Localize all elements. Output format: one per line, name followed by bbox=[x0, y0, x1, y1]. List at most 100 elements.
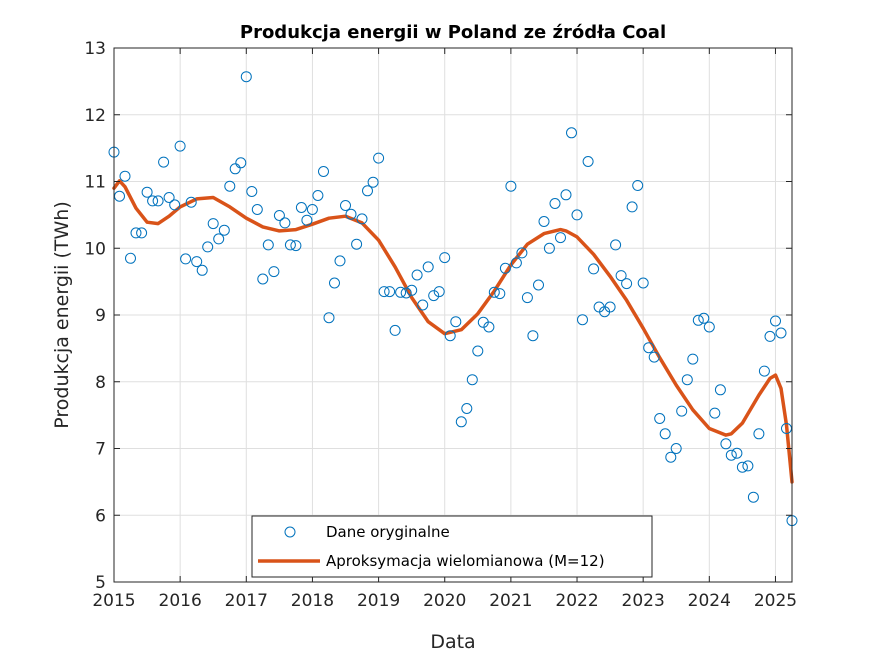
data-point bbox=[461, 403, 473, 414]
data-point bbox=[549, 198, 561, 209]
data-point bbox=[505, 180, 517, 192]
data-point bbox=[400, 287, 412, 299]
data-point bbox=[681, 374, 693, 386]
data-point bbox=[284, 239, 296, 251]
data-point bbox=[582, 156, 594, 167]
data-point bbox=[141, 186, 153, 198]
data-point bbox=[543, 242, 555, 254]
data-point bbox=[516, 247, 528, 259]
data-point bbox=[604, 301, 616, 313]
data-point bbox=[169, 199, 181, 211]
data-point bbox=[527, 330, 539, 342]
data-point bbox=[692, 314, 704, 326]
data-point bbox=[334, 255, 346, 267]
data-point bbox=[775, 327, 787, 339]
data-point bbox=[406, 284, 418, 296]
legend-label-original: Dane oryginalne bbox=[326, 523, 450, 541]
data-point bbox=[659, 428, 671, 440]
data-point bbox=[538, 216, 550, 227]
data-point bbox=[367, 176, 379, 188]
data-point bbox=[439, 252, 451, 264]
data-point bbox=[378, 286, 390, 298]
data-point bbox=[174, 140, 186, 152]
data-point bbox=[213, 233, 225, 245]
data-point bbox=[720, 438, 732, 450]
data-point bbox=[510, 257, 522, 269]
y-tick-label: 8 bbox=[95, 373, 106, 393]
data-point bbox=[555, 232, 566, 244]
data-point bbox=[152, 195, 164, 207]
axis-ticks: 2015 2016 2017 2018 2019 2020 2021 2022 2023 2024… bbox=[84, 39, 797, 611]
data-point bbox=[615, 270, 627, 282]
data-point bbox=[566, 127, 577, 139]
data-point bbox=[533, 279, 544, 291]
x-tick-label: 2024 bbox=[688, 591, 731, 611]
data-point bbox=[499, 262, 511, 274]
data-point bbox=[643, 342, 655, 354]
data-point bbox=[224, 180, 236, 192]
data-point bbox=[207, 218, 219, 230]
x-tick-label: 2021 bbox=[489, 591, 532, 611]
x-axis-title: Data bbox=[430, 631, 475, 653]
data-point bbox=[279, 217, 291, 229]
data-point bbox=[301, 214, 313, 226]
data-point bbox=[351, 238, 363, 250]
legend-marker-original bbox=[284, 526, 296, 538]
data-point bbox=[318, 166, 329, 177]
data-point bbox=[306, 204, 318, 215]
chart-title: Produkcja energii w Poland ze źródła Coa… bbox=[240, 22, 666, 43]
x-tick-label: 2025 bbox=[754, 591, 797, 611]
data-point bbox=[428, 290, 440, 302]
data-point bbox=[687, 353, 699, 365]
data-point bbox=[753, 428, 765, 440]
data-point bbox=[147, 195, 159, 207]
data-point bbox=[521, 292, 533, 304]
data-point bbox=[268, 266, 280, 278]
x-tick-label: 2023 bbox=[622, 591, 665, 611]
data-point bbox=[725, 449, 737, 461]
data-point bbox=[290, 240, 302, 252]
data-point bbox=[295, 202, 307, 213]
data-point bbox=[273, 210, 285, 221]
data-point bbox=[494, 288, 506, 300]
data-point bbox=[362, 185, 373, 197]
data-point bbox=[736, 461, 748, 473]
data-point bbox=[632, 180, 644, 191]
data-point bbox=[466, 374, 478, 386]
legend: Dane oryginalne Aproksymacja wielomianow… bbox=[251, 515, 653, 578]
fit-line bbox=[112, 179, 794, 484]
data-point bbox=[180, 253, 192, 265]
data-point bbox=[654, 413, 666, 424]
data-point bbox=[262, 239, 274, 251]
data-point bbox=[158, 156, 170, 168]
y-tick-label: 7 bbox=[95, 440, 106, 460]
data-point bbox=[670, 443, 682, 454]
data-point bbox=[356, 213, 368, 225]
data-point bbox=[758, 365, 770, 377]
data-point bbox=[229, 163, 241, 175]
x-tick-label: 2020 bbox=[423, 591, 466, 611]
x-tick-label: 2022 bbox=[555, 591, 598, 611]
data-point bbox=[329, 277, 340, 289]
x-tick-label: 2019 bbox=[357, 591, 400, 611]
data-point bbox=[130, 227, 142, 239]
data-point bbox=[240, 71, 252, 83]
data-point bbox=[218, 224, 230, 236]
data-point bbox=[444, 330, 456, 342]
data-point bbox=[472, 345, 484, 357]
y-tick-label: 6 bbox=[95, 506, 106, 526]
y-tick-label: 11 bbox=[84, 173, 106, 193]
y-tick-label: 13 bbox=[84, 39, 106, 59]
data-point bbox=[373, 152, 385, 164]
y-axis-title: Produkcja energii (TWh) bbox=[51, 201, 73, 428]
y-tick-label: 9 bbox=[95, 306, 106, 326]
data-point bbox=[136, 227, 148, 239]
series-layer bbox=[108, 71, 798, 527]
data-point bbox=[340, 200, 351, 211]
data-point bbox=[703, 321, 715, 333]
data-point bbox=[742, 460, 754, 472]
data-point bbox=[577, 314, 588, 326]
data-point bbox=[202, 241, 214, 253]
data-point bbox=[610, 239, 622, 251]
data-point bbox=[571, 209, 583, 221]
